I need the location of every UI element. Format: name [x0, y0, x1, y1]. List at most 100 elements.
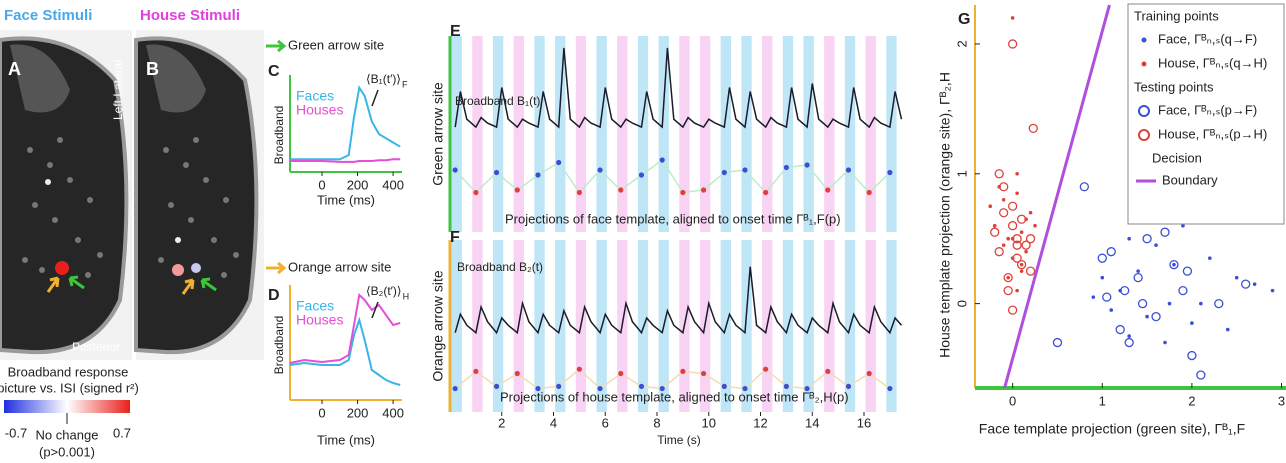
x-axis-label: Time (s) [657, 433, 701, 447]
colorbar-title: Broadband response [8, 364, 129, 379]
stimulus-band [803, 240, 814, 412]
electrode-active [172, 264, 184, 276]
brain-shape [0, 36, 129, 355]
panel-letter: G [958, 11, 970, 28]
projection-dot [721, 169, 727, 176]
data-point [999, 182, 1009, 192]
data-point [1015, 288, 1019, 293]
stimulus-band [741, 240, 752, 412]
brain-structure [10, 44, 70, 113]
y-axis-label: House template projection (orange site),… [937, 72, 953, 358]
legend-label: Faces [296, 88, 334, 104]
x-axis-label: Time (ms) [317, 192, 375, 207]
data-point [994, 169, 1004, 179]
data-point [988, 204, 993, 209]
data-point [1133, 272, 1143, 283]
projection-dot [576, 366, 582, 372]
brain-image-b [134, 30, 264, 360]
panel-header: Orange arrow site [288, 259, 391, 274]
projection-dot [680, 189, 686, 196]
projection-dot [493, 169, 500, 176]
data-point [1252, 282, 1257, 286]
projection-dot [597, 385, 603, 392]
series-label: Broadband B₁(t) [455, 94, 540, 108]
x-tick-label: 2 [498, 415, 505, 430]
data-point [1182, 266, 1193, 276]
panel-letter: C [268, 63, 280, 80]
orange-arrow [181, 278, 195, 295]
stimulus-band [720, 36, 732, 232]
x-tick-label: 12 [753, 415, 767, 430]
stimulus-band [844, 36, 856, 232]
stimulus-band [534, 36, 545, 232]
data-point [1145, 314, 1149, 319]
data-point [1006, 236, 1010, 241]
y-axis-label: Green arrow site [430, 82, 446, 186]
legend-marker [1141, 37, 1147, 43]
stimulus-band [555, 36, 566, 232]
data-point [1124, 337, 1134, 348]
data-point [1016, 214, 1027, 224]
projection-dot [576, 189, 582, 196]
legend-group-title: Decision [1152, 150, 1202, 165]
projection-dot [473, 189, 479, 196]
stimulus-band [472, 36, 483, 232]
annotation: ⟨B₁(t′)⟩ [366, 72, 401, 86]
legend-group-title: Training points [1134, 8, 1219, 23]
projection-dot [618, 187, 624, 193]
panel-header: Face Stimuli [4, 7, 92, 24]
orientation-label: Posterior [72, 340, 120, 354]
projection-dot [452, 167, 458, 173]
panel-letter: A [8, 59, 21, 79]
panel-letter: B [146, 59, 159, 79]
projection-dot [887, 169, 893, 176]
data-point [999, 208, 1009, 218]
data-point [1127, 334, 1131, 338]
data-point [1142, 234, 1152, 244]
legend-box [1127, 3, 1285, 225]
stimulus-band [741, 36, 752, 232]
projection-dot [638, 383, 645, 389]
projection-dot [825, 187, 831, 193]
data-point [1163, 340, 1167, 345]
projection-dot [535, 385, 541, 392]
colorbar-tick-label: 0.7 [113, 425, 131, 440]
data-point [1001, 243, 1006, 247]
x-tick-label: 0 [1009, 393, 1016, 408]
projection-dot [556, 383, 562, 389]
brain-image-a [0, 30, 132, 360]
data-point [1015, 191, 1019, 196]
series-line [289, 316, 401, 386]
panel-letter: F [450, 229, 460, 246]
legend-label: Faces [296, 298, 334, 314]
projection-line [454, 158, 891, 194]
stimulus-band [451, 36, 462, 232]
x-axis-label: Face template projection (green site), Γ… [979, 421, 1245, 437]
data-point [1019, 269, 1024, 273]
data-point [1003, 272, 1013, 283]
projection-line [454, 368, 891, 390]
data-point [1127, 236, 1131, 241]
stimulus-band [824, 36, 835, 232]
data-point [1102, 292, 1112, 302]
decision-boundary [1003, 4, 1111, 389]
series-line [454, 266, 903, 335]
data-point [1172, 262, 1176, 267]
projection-dot [742, 167, 748, 173]
projection-dot [804, 162, 810, 168]
annotation-pointer [371, 301, 379, 319]
panel-letter: E [450, 23, 461, 40]
data-point [1079, 182, 1089, 192]
data-point [1019, 230, 1024, 235]
electrode [45, 179, 51, 185]
panel-header: Green arrow site [288, 37, 384, 52]
electrodes [22, 137, 103, 278]
projection-dot [514, 187, 520, 193]
data-point [1007, 305, 1018, 315]
y-axis-label: Orange arrow site [430, 270, 446, 381]
legend-marker [1138, 105, 1150, 117]
projection-dot [473, 368, 479, 374]
series-line [290, 85, 401, 161]
x-tick-label: 14 [805, 415, 819, 430]
data-point [1015, 171, 1019, 176]
